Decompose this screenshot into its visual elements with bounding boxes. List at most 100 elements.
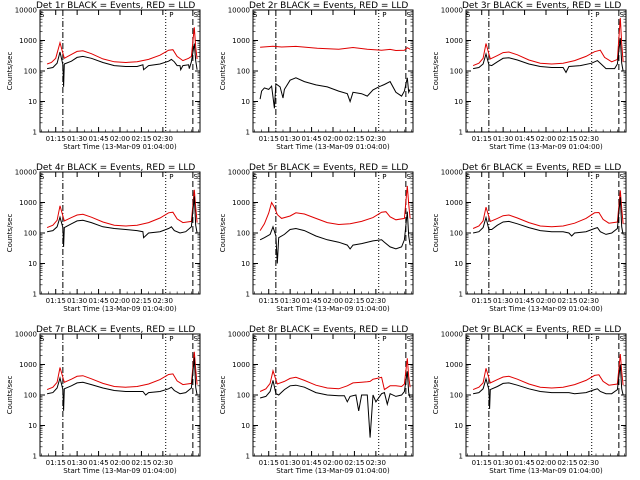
attenuator-marker: P	[595, 11, 599, 19]
events-series-line	[47, 196, 198, 247]
y-tick-label: 10	[454, 98, 463, 106]
x-tick-label: 01:30	[67, 135, 87, 143]
x-tick-label: 01:30	[67, 297, 87, 305]
y-tick-label: 1	[246, 129, 250, 137]
x-tick-label: 02:15	[344, 297, 364, 305]
y-tick-label: 10000	[441, 331, 463, 339]
x-tick-label: 02:15	[131, 135, 151, 143]
x-tick-label: 01:15	[259, 135, 279, 143]
x-tick-label: 01:30	[280, 297, 300, 305]
y-tick-label: 1	[246, 453, 250, 461]
y-tick-label: 1	[33, 129, 37, 137]
x-tick-label: 02:30	[153, 135, 173, 143]
y-axis-label: Counts/sec	[6, 376, 14, 415]
x-tick-label: 01:30	[493, 297, 513, 305]
lld-series-line	[259, 185, 411, 231]
x-tick-label: 01:15	[259, 459, 279, 467]
attenuator-marker: P	[169, 11, 173, 19]
x-axis-label: Start Time (13-Mar-09 01:04:00)	[489, 143, 603, 151]
x-tick-label: 01:45	[301, 135, 321, 143]
y-tick-label: 10	[28, 422, 37, 430]
attenuator-marker: S	[253, 173, 258, 181]
x-axis-label: Start Time (13-Mar-09 01:04:00)	[276, 305, 390, 313]
x-tick-label: 01:45	[301, 297, 321, 305]
attenuator-marker: S	[253, 335, 258, 343]
y-tick-label: 10	[241, 422, 250, 430]
y-tick-label: 100	[24, 230, 37, 238]
x-tick-label: 02:30	[153, 459, 173, 467]
y-tick-label: 1000	[19, 37, 37, 45]
x-tick-label: 01:15	[259, 297, 279, 305]
attenuator-marker: S	[193, 11, 198, 19]
x-tick-label: 01:15	[472, 135, 492, 143]
x-tick-label: 01:15	[472, 297, 492, 305]
x-axis-label: Start Time (13-Mar-09 01:04:00)	[489, 305, 603, 313]
lld-series-line	[260, 45, 411, 52]
y-tick-label: 10000	[441, 7, 463, 15]
panel-8: Det 8r BLACK = Events, RED = LLD 1 10 100 10…	[219, 325, 414, 475]
attenuator-marker: S	[406, 173, 411, 181]
y-tick-label: 100	[24, 392, 37, 400]
panel-3: Det 3r BLACK = Events, RED = LLD 1 10 100 10…	[432, 1, 627, 151]
attenuator-marker: S	[40, 335, 45, 343]
y-axis-label: Counts/sec	[219, 52, 227, 91]
attenuator-marker: P	[382, 11, 386, 19]
y-tick-label: 1	[246, 291, 250, 299]
y-tick-label: 10000	[228, 169, 250, 177]
attenuator-marker: P	[382, 173, 386, 181]
y-tick-label: 10	[241, 260, 250, 268]
lld-series-line	[472, 190, 624, 229]
y-tick-label: 10000	[15, 7, 37, 15]
x-tick-label: 02:30	[579, 459, 599, 467]
y-tick-label: 100	[450, 68, 463, 76]
panel-title: Det 4r BLACK = Events, RED = LLD	[36, 163, 195, 173]
y-axis-label: Counts/sec	[432, 52, 440, 91]
x-tick-label: 01:15	[46, 459, 66, 467]
x-tick-label: 01:30	[493, 459, 513, 467]
attenuator-marker: S	[406, 335, 411, 343]
x-tick-label: 01:45	[88, 135, 108, 143]
y-tick-label: 100	[24, 68, 37, 76]
attenuator-marker: P	[595, 173, 599, 181]
y-axis-label: Counts/sec	[432, 376, 440, 415]
attenuator-marker: P	[382, 335, 386, 343]
x-tick-label: 01:45	[514, 459, 534, 467]
x-tick-label: 02:30	[579, 297, 599, 305]
x-tick-label: 02:30	[366, 459, 386, 467]
attenuator-marker: S	[193, 173, 198, 181]
attenuator-marker: P	[169, 335, 173, 343]
y-tick-label: 1000	[232, 361, 250, 369]
panel-2: Det 2r BLACK = Events, RED = LLD 1 10 100 10…	[219, 1, 414, 151]
lld-series-line	[259, 358, 411, 392]
y-tick-label: 10000	[228, 331, 250, 339]
attenuator-marker: S	[253, 11, 258, 19]
panel-title: Det 7r BLACK = Events, RED = LLD	[36, 325, 195, 335]
x-axis-label: Start Time (13-Mar-09 01:04:00)	[276, 467, 390, 475]
events-series-line	[47, 43, 198, 87]
y-axis-label: Counts/sec	[6, 214, 14, 253]
x-tick-label: 02:15	[557, 297, 577, 305]
attenuator-marker: S	[619, 335, 624, 343]
panel-5: Det 5r BLACK = Events, RED = LLD 1 10 100 10…	[219, 163, 414, 313]
x-tick-label: 02:00	[536, 135, 556, 143]
y-tick-label: 1000	[19, 199, 37, 207]
y-tick-label: 1	[33, 291, 37, 299]
x-tick-label: 02:00	[323, 459, 343, 467]
plot-frame	[465, 9, 627, 133]
x-tick-label: 02:00	[323, 135, 343, 143]
panel-title: Det 3r BLACK = Events, RED = LLD	[462, 1, 621, 11]
panel-title: Det 6r BLACK = Events, RED = LLD	[462, 163, 621, 173]
y-tick-label: 100	[450, 392, 463, 400]
plot-frame	[252, 9, 414, 133]
panel-title: Det 8r BLACK = Events, RED = LLD	[249, 325, 408, 335]
lld-series-line	[472, 354, 624, 391]
x-axis-label: Start Time (13-Mar-09 01:04:00)	[63, 467, 177, 475]
attenuator-marker: S	[406, 11, 411, 19]
y-tick-label: 1	[459, 129, 463, 137]
y-tick-label: 10	[454, 260, 463, 268]
panel-1: Det 1r BLACK = Events, RED = LLD 1 10 100 10…	[6, 1, 201, 151]
y-axis-label: Counts/sec	[6, 52, 14, 91]
events-series-line	[472, 197, 624, 237]
panel-title: Det 5r BLACK = Events, RED = LLD	[249, 163, 408, 173]
x-tick-label: 02:00	[110, 459, 130, 467]
